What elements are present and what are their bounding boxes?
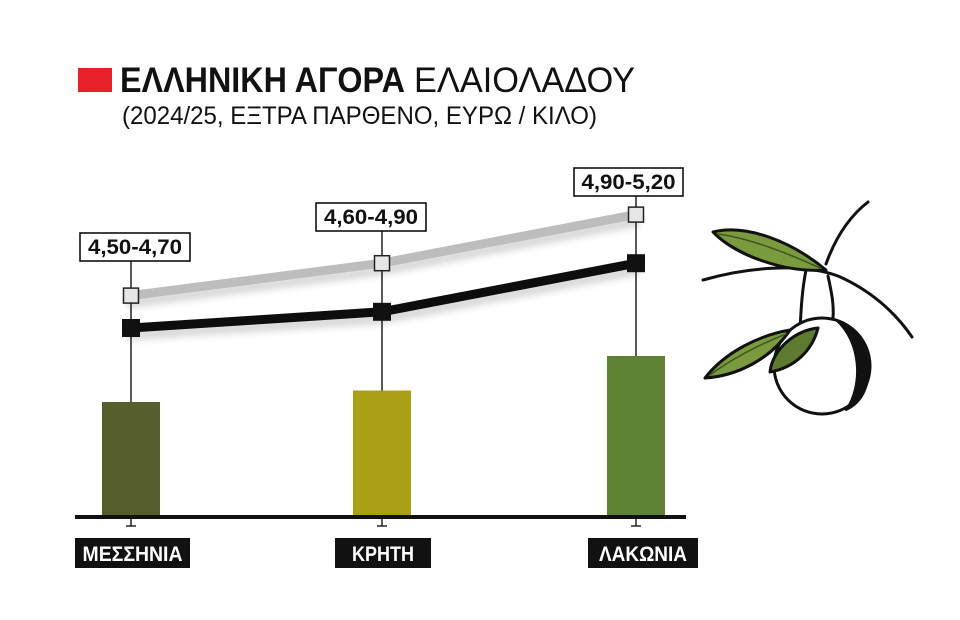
range-label-box	[573, 167, 684, 197]
category-label-box	[75, 538, 190, 568]
price-markers	[122, 206, 645, 337]
marker-low-messinia	[122, 319, 140, 337]
marker-low-crete	[373, 302, 391, 321]
category-label-box	[335, 538, 431, 568]
chart-subtitle: (2024/25, ΕΞΤΡΑ ΠΑΡΘΕΝΟ, ΕΥΡΩ / ΚΙΛΟ)	[122, 102, 597, 130]
range-label-lakonia: 4,90-5,20	[573, 167, 684, 197]
olive-leaf	[711, 228, 828, 272]
leaf-vein	[709, 333, 787, 376]
range-label-messinia: 4,50-4,70	[79, 232, 191, 262]
marker-high-crete	[373, 254, 391, 272]
range-label-text: 4,50-4,70	[88, 236, 182, 259]
bar-lakonia	[607, 356, 665, 517]
marker-low-lakonia	[627, 254, 645, 273]
chart-title-regular: ΕΛΑΙΟΛΑΔΟΥ	[414, 61, 635, 100]
branch-stem	[826, 274, 835, 320]
bar-messinia	[102, 402, 160, 517]
category-label-text: ΚΡΗΤΗ	[352, 543, 414, 566]
chart-title-bold: ΕΛΛΗΝΙΚΗ ΑΓΟΡΑ	[120, 61, 405, 100]
category-label-text: ΜΕΣΣΗΝΙΑ	[83, 543, 183, 566]
category-label-box	[588, 538, 698, 568]
olive-branch-icon	[701, 200, 914, 416]
olive-leaf	[768, 326, 820, 374]
range-label-box	[315, 202, 427, 232]
category-label-crete: ΚΡΗΤΗ	[335, 538, 431, 568]
category-label-messinia: ΜΕΣΣΗΝΙΑ	[75, 538, 190, 568]
range-label-crete: 4,60-4,90	[315, 202, 427, 232]
category-label-lakonia: ΛΑΚΩΝΙΑ	[588, 538, 698, 568]
range-label-text: 4,60-4,90	[324, 206, 418, 229]
leaf-vein	[717, 233, 821, 269]
marker-high-lakonia	[627, 206, 645, 223]
marker-high-messinia	[122, 287, 140, 304]
olive-fruit-shade	[835, 319, 870, 411]
title-accent-square	[78, 68, 112, 92]
bars	[102, 356, 665, 517]
category-label-text: ΛΑΚΩΝΙΑ	[599, 543, 687, 566]
bar-crete	[353, 390, 411, 517]
branch-stem	[824, 200, 870, 266]
range-label-box	[79, 232, 191, 262]
range-label-text: 4,90-5,20	[582, 171, 676, 194]
branch-stem	[701, 266, 914, 339]
